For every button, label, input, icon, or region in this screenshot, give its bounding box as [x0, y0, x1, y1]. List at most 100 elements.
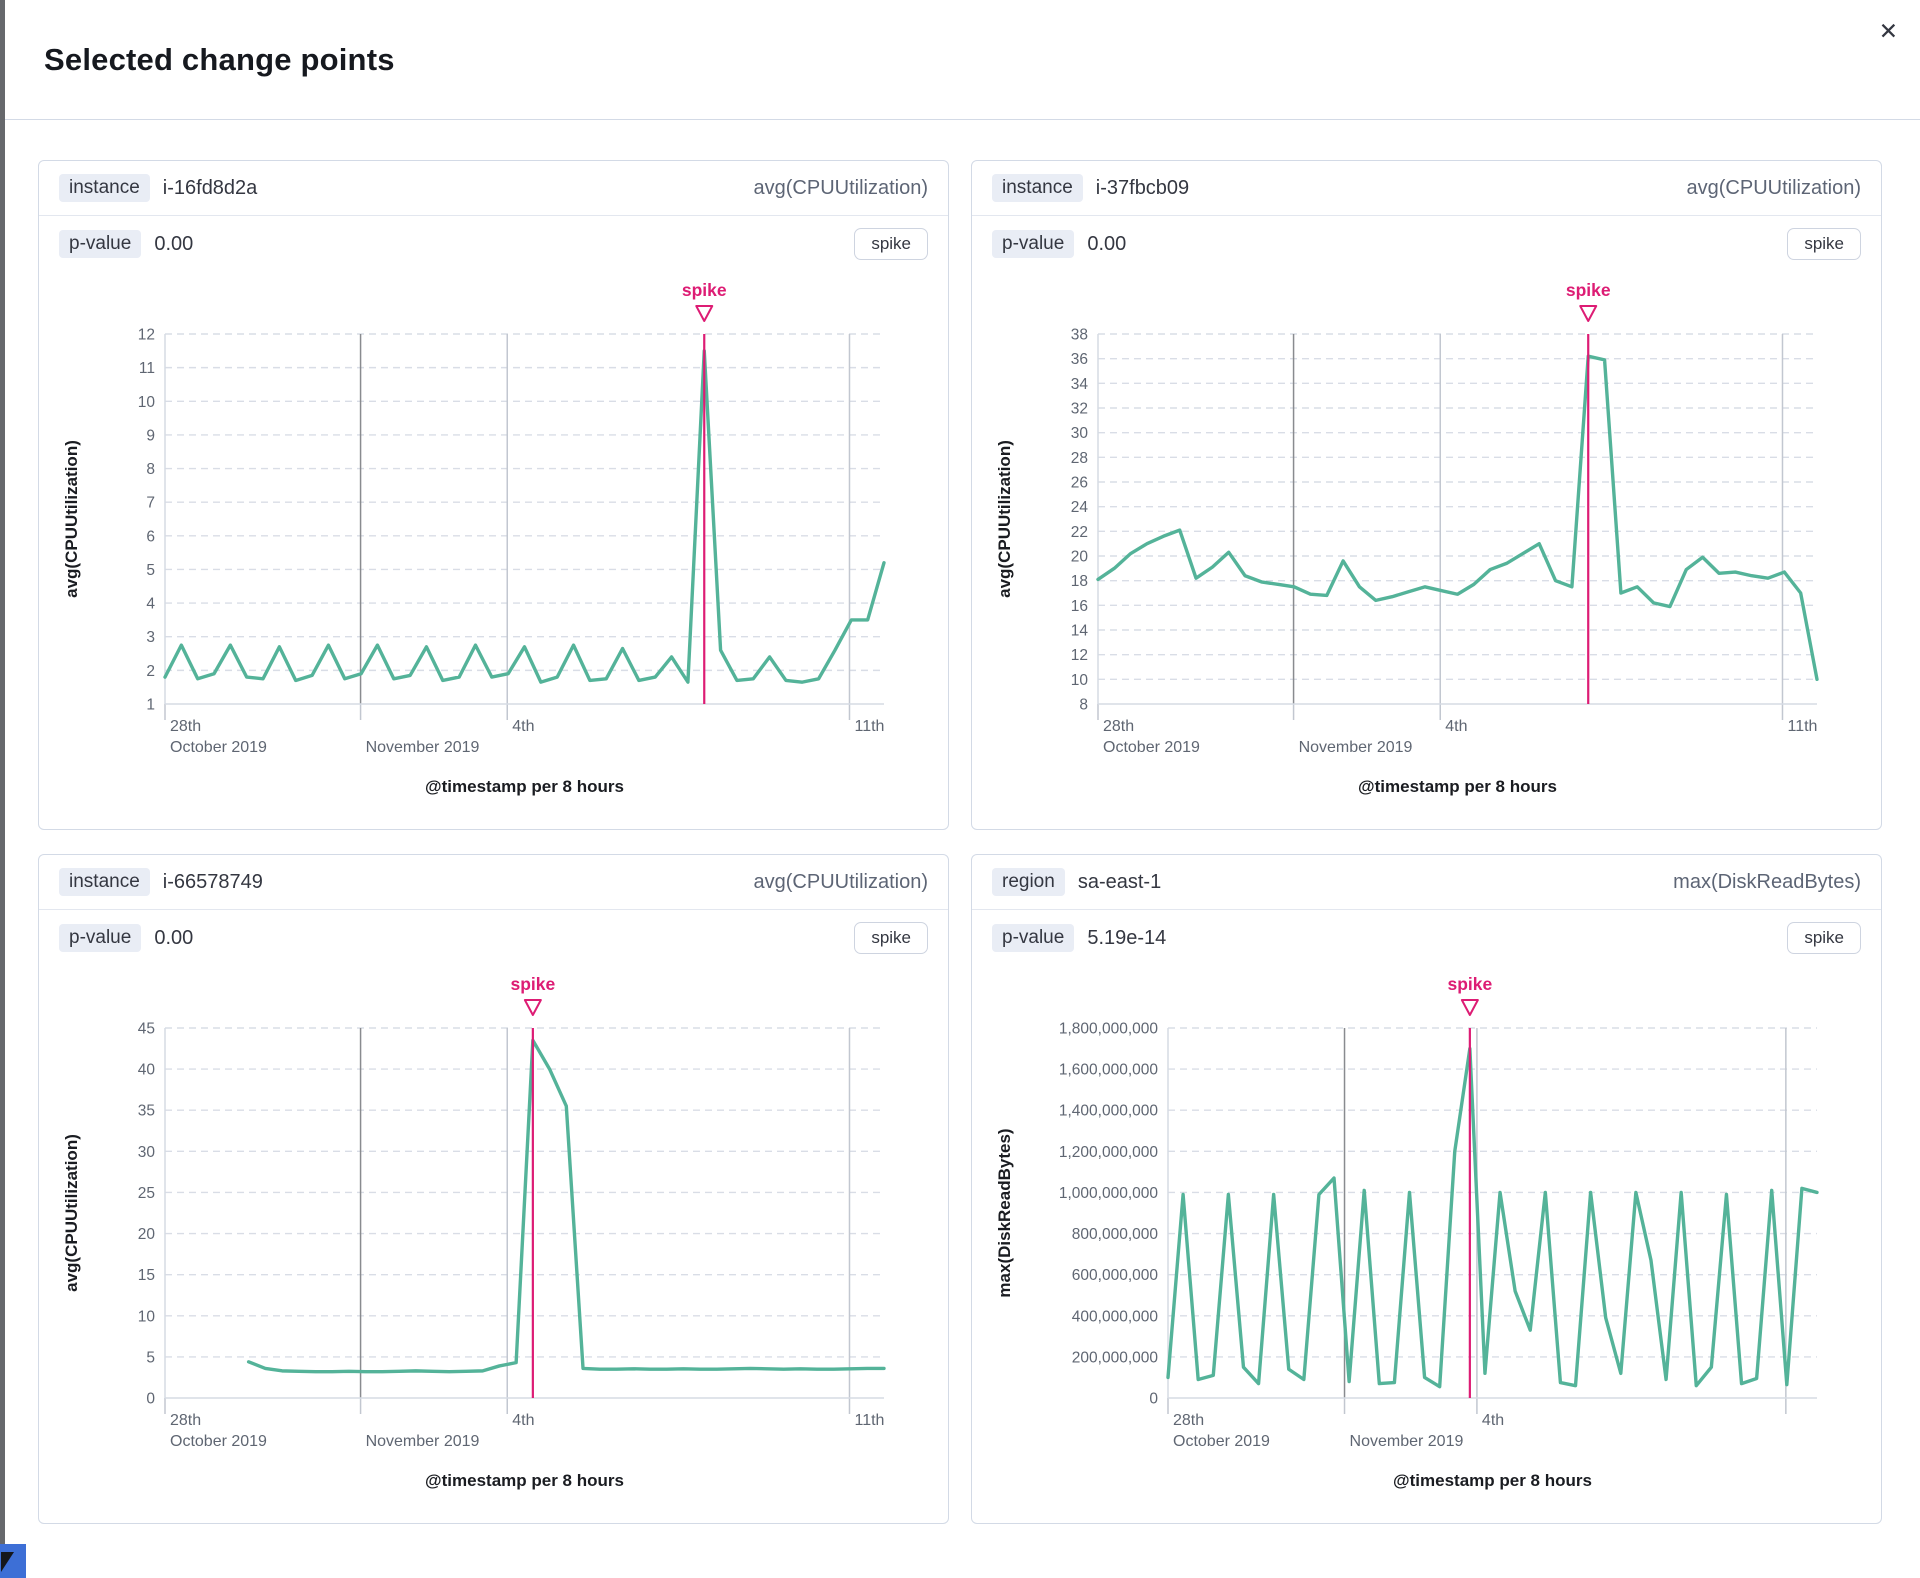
split-field-badge: instance — [59, 868, 150, 896]
svg-text:20: 20 — [138, 1226, 156, 1243]
svg-text:10: 10 — [1071, 672, 1089, 689]
p-value-badge: p-value — [59, 230, 142, 258]
p-value-group: p-value 0.00 — [992, 230, 1126, 258]
svg-text:October 2019: October 2019 — [1173, 1433, 1270, 1450]
panel-header: instance i-37fbcb09 avg(CPUUtilization) — [972, 161, 1881, 216]
svg-text:@timestamp per 8 hours: @timestamp per 8 hours — [1358, 777, 1557, 796]
svg-text:15: 15 — [138, 1267, 155, 1284]
svg-text:1: 1 — [146, 697, 155, 714]
split-field-badge: instance — [992, 174, 1083, 202]
svg-text:1,000,000,000: 1,000,000,000 — [1059, 1185, 1159, 1202]
svg-text:spike: spike — [1447, 974, 1492, 994]
p-value-group: p-value 5.19e-14 — [992, 924, 1166, 952]
svg-text:800,000,000: 800,000,000 — [1072, 1226, 1159, 1243]
svg-text:10: 10 — [138, 394, 156, 411]
mouse-cursor — [1, 1552, 14, 1572]
svg-text:12: 12 — [138, 327, 155, 344]
svg-text:November 2019: November 2019 — [366, 1433, 480, 1450]
svg-text:0: 0 — [1149, 1391, 1158, 1408]
svg-text:28th: 28th — [1173, 1412, 1204, 1429]
change-point-panel: instance i-16fd8d2a avg(CPUUtilization) … — [38, 160, 949, 830]
svg-text:28: 28 — [1071, 450, 1088, 467]
svg-text:9: 9 — [146, 427, 155, 444]
svg-text:30: 30 — [1071, 425, 1089, 442]
change-point-panel: instance i-37fbcb09 avg(CPUUtilization) … — [971, 160, 1882, 830]
split-field-value: i-66578749 — [162, 870, 263, 893]
svg-text:36: 36 — [1071, 351, 1088, 368]
metric-label: avg(CPUUtilization) — [1686, 176, 1862, 199]
change-point-chart[interactable]: 0 5 10 15 20 25 30 35 40 45 28th October 2019 Novemb… — [53, 958, 926, 1510]
svg-text:avg(CPUUtilization): avg(CPUUtilization) — [62, 1134, 81, 1292]
split-field-group: instance i-66578749 — [59, 868, 263, 896]
panel-subheader: p-value 0.00 spike — [39, 910, 948, 958]
panel-header: instance i-16fd8d2a avg(CPUUtilization) — [39, 161, 948, 216]
svg-text:1,800,000,000: 1,800,000,000 — [1059, 1021, 1159, 1038]
svg-text:@timestamp per 8 hours: @timestamp per 8 hours — [1393, 1471, 1592, 1490]
svg-text:November 2019: November 2019 — [1350, 1433, 1464, 1450]
panel-subheader: p-value 5.19e-14 spike — [972, 910, 1881, 958]
modal-title: Selected change points — [44, 41, 395, 77]
svg-text:10: 10 — [138, 1308, 156, 1325]
change-type-button[interactable]: spike — [1787, 922, 1861, 954]
svg-text:October 2019: October 2019 — [170, 1433, 267, 1450]
svg-text:12: 12 — [1071, 647, 1088, 664]
svg-text:600,000,000: 600,000,000 — [1072, 1267, 1159, 1284]
svg-text:avg(CPUUtilization): avg(CPUUtilization) — [62, 440, 81, 598]
panel-subheader: p-value 0.00 spike — [972, 216, 1881, 264]
svg-text:4th: 4th — [1445, 718, 1467, 735]
svg-text:avg(CPUUtilization): avg(CPUUtilization) — [995, 440, 1014, 598]
background-app-edge — [0, 0, 5, 1578]
change-point-chart[interactable]: 0 200,000,000 400,000,000 600,000,000 800,00… — [986, 958, 1859, 1510]
change-type-button[interactable]: spike — [1787, 228, 1861, 260]
close-icon[interactable]: ✕ — [1875, 16, 1902, 47]
p-value-badge: p-value — [992, 924, 1075, 952]
split-field-group: instance i-37fbcb09 — [992, 174, 1189, 202]
change-type-button[interactable]: spike — [854, 922, 928, 954]
svg-text:1,400,000,000: 1,400,000,000 — [1059, 1103, 1159, 1120]
p-value: 5.19e-14 — [1087, 926, 1167, 949]
svg-text:7: 7 — [146, 495, 155, 512]
change-point-chart[interactable]: 8 10 12 14 16 18 20 22 24 26 28 30 32 34 36 38 28th Octob… — [986, 264, 1859, 816]
p-value: 0.00 — [154, 926, 194, 949]
p-value-group: p-value 0.00 — [59, 924, 193, 952]
svg-text:200,000,000: 200,000,000 — [1072, 1349, 1159, 1366]
svg-text:@timestamp per 8 hours: @timestamp per 8 hours — [425, 1471, 624, 1490]
panels-grid: instance i-16fd8d2a avg(CPUUtilization) … — [38, 160, 1882, 1524]
split-field-value: i-16fd8d2a — [162, 176, 258, 199]
svg-text:4th: 4th — [512, 718, 534, 735]
svg-text:spike: spike — [510, 974, 555, 994]
svg-text:22: 22 — [1071, 524, 1088, 541]
chart-area: 0 200,000,000 400,000,000 600,000,000 800,00… — [972, 958, 1881, 1523]
svg-text:1,200,000,000: 1,200,000,000 — [1059, 1144, 1159, 1161]
p-value: 0.00 — [1087, 232, 1127, 255]
svg-text:November 2019: November 2019 — [1299, 739, 1413, 756]
change-point-panel: region sa-east-1 max(DiskReadBytes) p-va… — [971, 854, 1882, 1524]
svg-text:11: 11 — [139, 360, 155, 377]
modal-header: Selected change points — [0, 0, 1920, 120]
change-type-button[interactable]: spike — [854, 228, 928, 260]
svg-text:1,600,000,000: 1,600,000,000 — [1059, 1062, 1159, 1079]
metric-label: avg(CPUUtilization) — [753, 176, 929, 199]
svg-text:40: 40 — [138, 1062, 156, 1079]
svg-text:14: 14 — [1071, 623, 1089, 640]
svg-text:4th: 4th — [512, 1412, 534, 1429]
svg-text:11th: 11th — [854, 1412, 884, 1429]
panel-subheader: p-value 0.00 spike — [39, 216, 948, 264]
split-field-badge: region — [992, 868, 1065, 896]
split-field-group: region sa-east-1 — [992, 868, 1161, 896]
svg-text:28th: 28th — [1103, 718, 1134, 735]
svg-text:28th: 28th — [170, 1412, 201, 1429]
svg-text:October 2019: October 2019 — [1103, 739, 1200, 756]
panel-header: region sa-east-1 max(DiskReadBytes) — [972, 855, 1881, 910]
svg-text:5: 5 — [146, 562, 155, 579]
svg-text:18: 18 — [1071, 573, 1088, 590]
svg-text:20: 20 — [1071, 549, 1089, 566]
svg-text:26: 26 — [1071, 475, 1088, 492]
p-value-badge: p-value — [992, 230, 1075, 258]
p-value: 0.00 — [154, 232, 194, 255]
svg-text:34: 34 — [1071, 376, 1089, 393]
svg-text:0: 0 — [146, 1391, 155, 1408]
svg-text:38: 38 — [1071, 327, 1088, 344]
svg-text:25: 25 — [138, 1185, 155, 1202]
